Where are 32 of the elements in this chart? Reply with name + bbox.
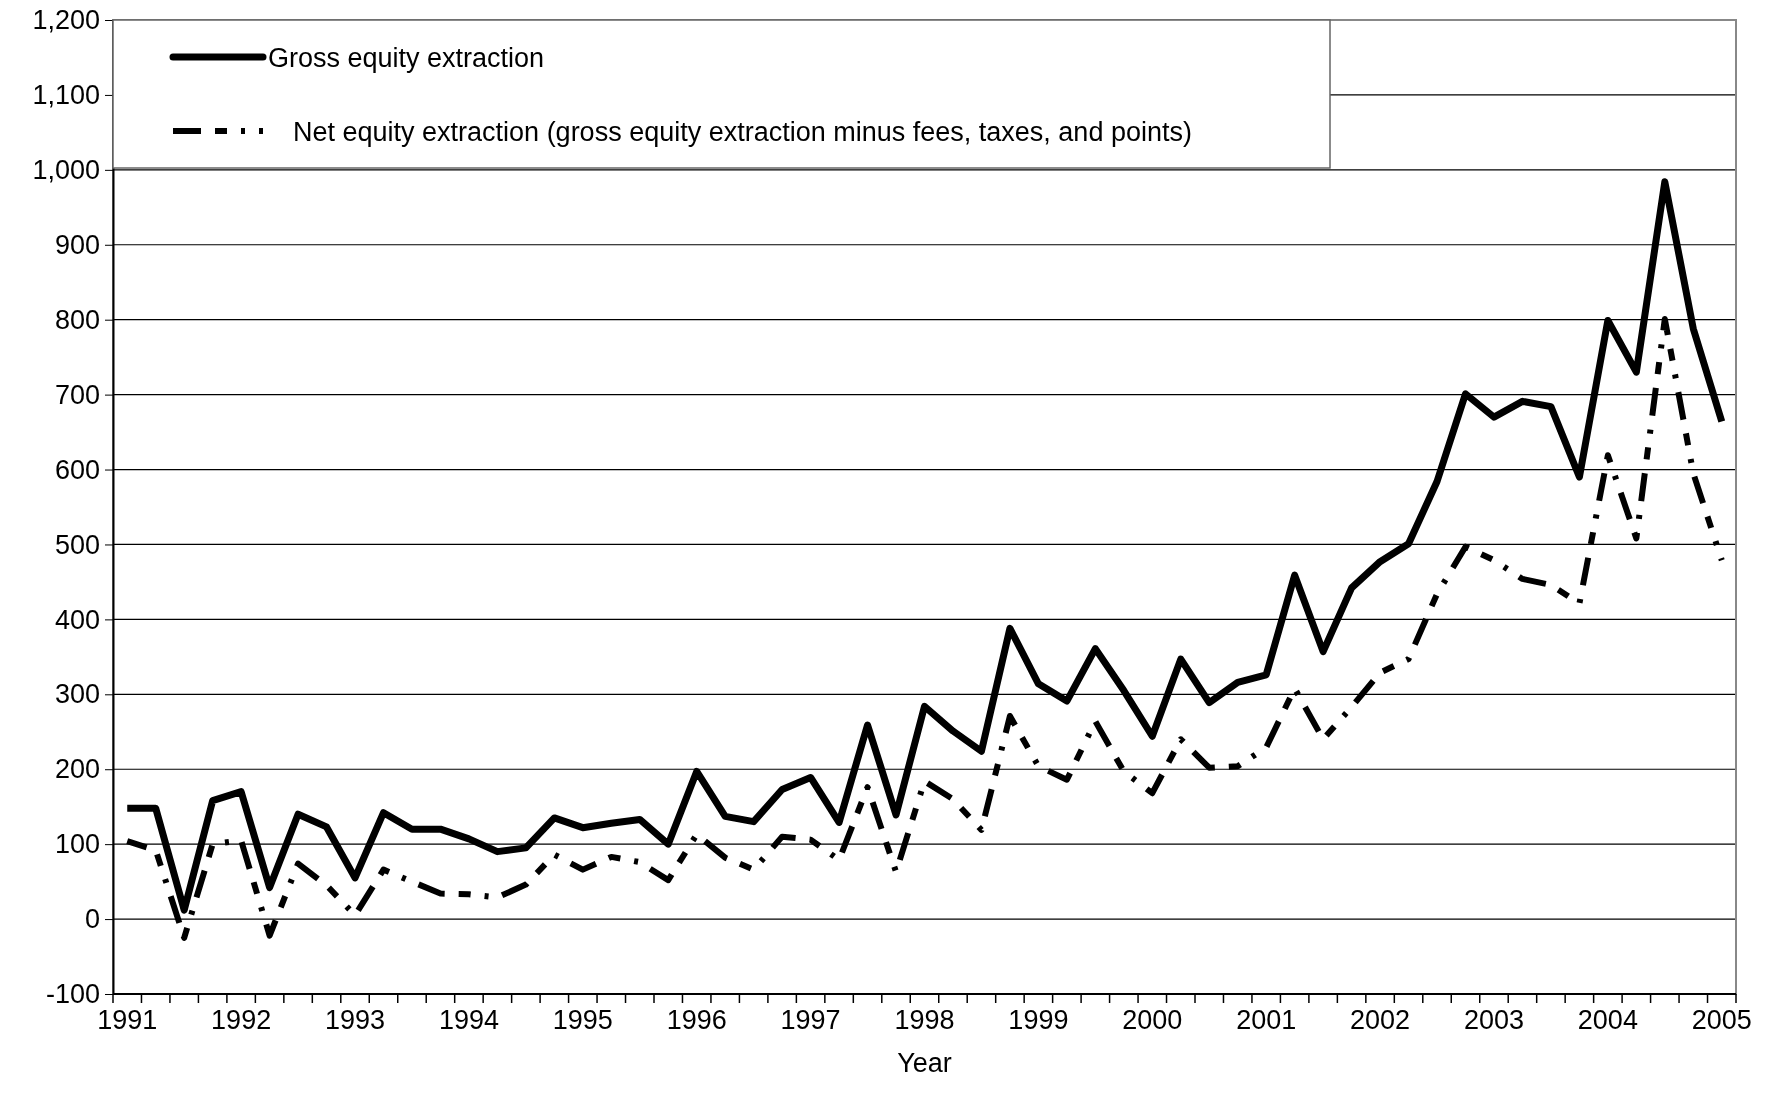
x-tick-label: 1995 [552,1005,613,1036]
y-tick-label: 100 [54,829,100,860]
x-axis-title: Year [897,1048,952,1078]
x-tick-label: 1991 [97,1005,158,1036]
y-tick-label: 200 [54,754,100,785]
x-tick-label: 2005 [1691,1005,1752,1036]
y-tick-label: 600 [54,454,100,485]
x-tick-label: 1999 [1008,1005,1069,1036]
y-tick-label: 900 [54,229,100,260]
y-tick-label: 1,100 [32,80,100,111]
x-tick-label: 2004 [1577,1005,1638,1036]
y-tick-label: 500 [54,529,100,560]
x-tick-label: 1992 [211,1005,272,1036]
x-tick-label: 1997 [780,1005,841,1036]
y-tick-label: 300 [54,679,100,710]
y-tick-label: 800 [54,304,100,335]
y-tick-label: 1,200 [32,5,100,36]
x-tick-label: 2002 [1350,1005,1411,1036]
legend-label: Gross equity extraction [268,43,545,73]
x-tick-label: 1996 [666,1005,727,1036]
x-tick-label: 2001 [1236,1005,1297,1036]
y-tick-label: 400 [54,604,100,635]
y-tick-label: 700 [54,379,100,410]
y-tick-label: 0 [84,904,100,935]
legend-label: Net equity extraction (gross equity extraction minus fees, taxes, and points) [293,117,1192,147]
x-tick-label: 1998 [894,1005,955,1036]
x-tick-label: 1993 [324,1005,386,1036]
x-tick-label: 1994 [438,1005,499,1036]
x-tick-label: 2003 [1463,1005,1525,1036]
y-tick-label: 1,000 [32,154,100,185]
y-tick-label: -100 [45,979,100,1010]
x-tick-label: 2000 [1122,1005,1183,1036]
